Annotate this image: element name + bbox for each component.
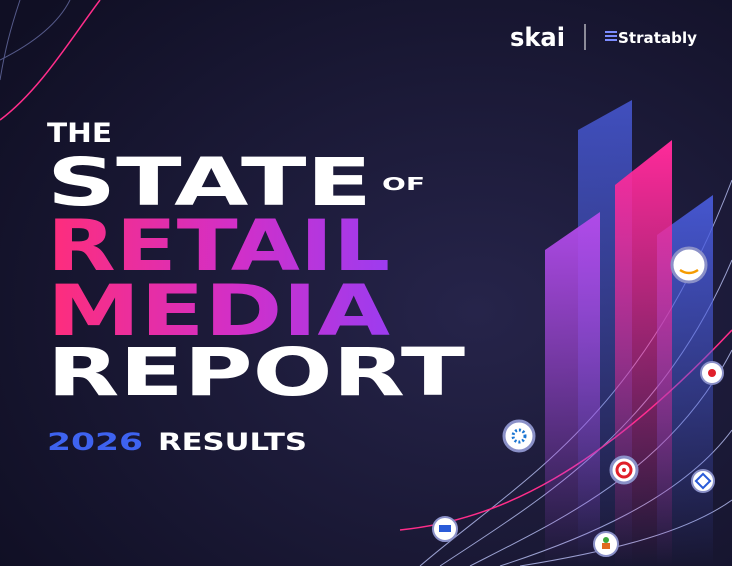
brand-logo: skai [510, 23, 565, 53]
subtitle: 2026 RESULTS [47, 428, 307, 456]
retailer-icons [432, 246, 724, 557]
title-line: REPORT [47, 334, 465, 411]
subtitle-text: RESULTS [158, 428, 307, 456]
title-line: RETAIL [47, 205, 390, 287]
header-logos: skai Stratably [510, 23, 697, 53]
title-line: MEDIA [47, 270, 390, 352]
partner-logo: Stratably [618, 29, 697, 47]
year: 2026 [47, 428, 143, 456]
title-line: STATE [47, 144, 372, 221]
title-line: THE [47, 118, 112, 149]
title-suffix: OF [382, 174, 425, 195]
title: THE STATE OF RETAIL MEDIA REPORT [47, 118, 465, 411]
